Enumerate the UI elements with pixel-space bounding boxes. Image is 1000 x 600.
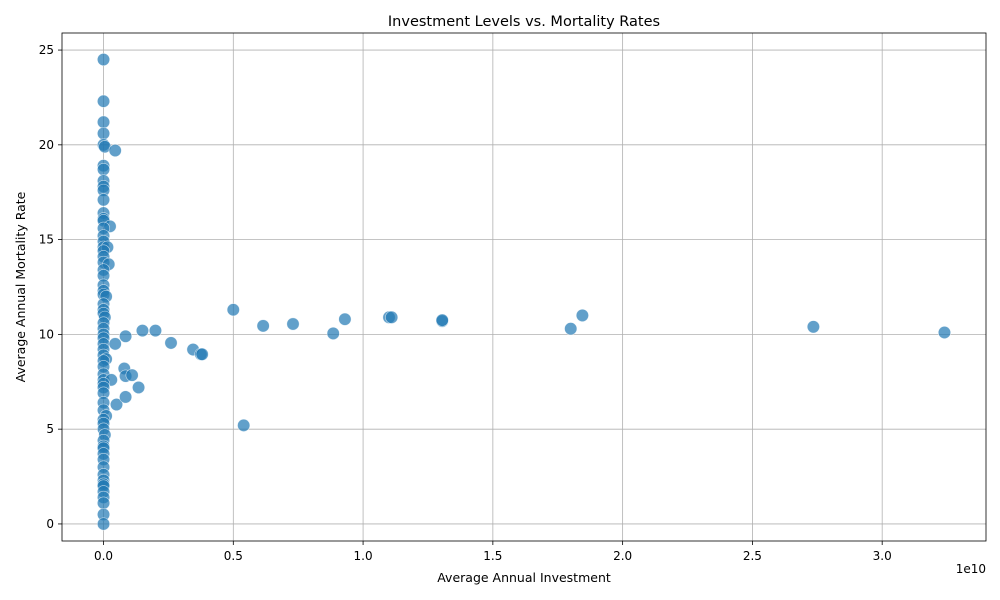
data-point <box>564 322 578 336</box>
data-points <box>97 53 951 531</box>
data-point <box>937 325 951 339</box>
data-point <box>237 418 251 432</box>
x-tick-label: 2.5 <box>743 549 762 563</box>
data-point <box>97 517 111 531</box>
data-point <box>97 496 111 510</box>
data-point <box>435 313 449 327</box>
data-point <box>286 317 300 331</box>
data-point <box>97 53 111 67</box>
data-point <box>338 312 352 326</box>
y-tick-label: 15 <box>39 233 54 247</box>
data-point <box>164 336 178 350</box>
data-point <box>806 320 820 334</box>
data-point <box>125 368 139 382</box>
y-tick-label: 10 <box>39 327 54 341</box>
x-axis-ticks: 0.0 0.5 1.0 1.5 2.0 2.5 3.0 <box>94 541 892 563</box>
x-tick-label: 2.0 <box>613 549 632 563</box>
data-point <box>385 310 399 324</box>
data-point <box>135 324 149 338</box>
data-point <box>110 398 124 412</box>
x-axis-offset-label: 1e10 <box>956 562 986 576</box>
grid-lines <box>62 33 986 541</box>
data-point <box>119 329 133 343</box>
data-point <box>97 162 111 176</box>
data-point <box>108 337 122 351</box>
chart-title: Investment Levels vs. Mortality Rates <box>388 14 660 30</box>
data-point <box>132 380 146 394</box>
data-point <box>326 326 340 340</box>
data-point <box>97 115 111 129</box>
x-tick-label: 1.0 <box>354 549 373 563</box>
x-tick-label: 0.0 <box>94 549 113 563</box>
y-tick-label: 0 <box>46 517 54 531</box>
data-point <box>97 94 111 108</box>
y-axis-label: Average Annual Mortality Rate <box>13 191 28 382</box>
data-point <box>195 347 209 361</box>
data-point <box>226 303 240 317</box>
x-tick-label: 1.5 <box>483 549 502 563</box>
y-axis-ticks: 0 5 10 15 20 25 <box>39 43 62 531</box>
data-point <box>108 144 122 158</box>
y-tick-label: 25 <box>39 43 54 57</box>
y-tick-label: 20 <box>39 138 54 152</box>
x-tick-label: 0.5 <box>224 549 243 563</box>
plot-frame <box>61 32 987 542</box>
data-point <box>256 319 270 333</box>
x-tick-label: 3.0 <box>873 549 892 563</box>
data-point <box>97 126 111 140</box>
data-point <box>119 390 133 404</box>
data-point <box>575 308 589 322</box>
y-tick-label: 5 <box>46 422 54 436</box>
data-point <box>97 193 111 207</box>
x-axis-label: Average Annual Investment <box>437 570 611 585</box>
data-point <box>148 324 162 338</box>
